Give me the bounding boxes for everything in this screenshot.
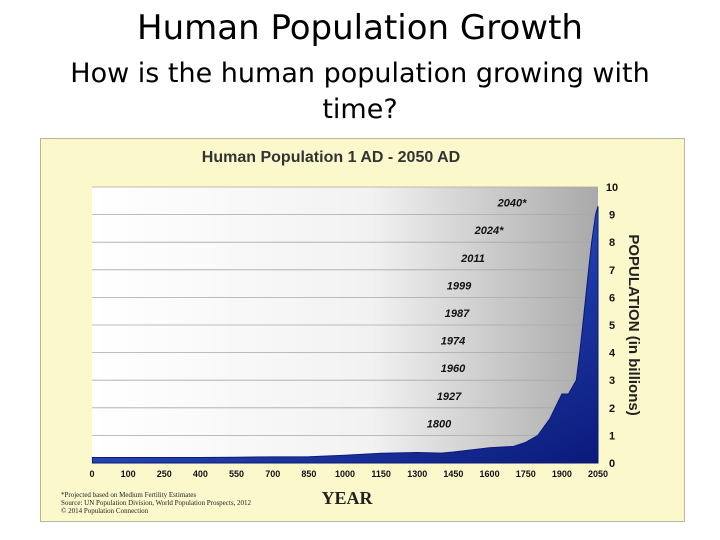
milestone-label: 2040* (497, 198, 527, 210)
milestone-label: 1999 (447, 280, 472, 292)
x-tick-label: 850 (301, 469, 316, 479)
annotations: 1800 1927 1960 1974 1987 1999 2011 2024* 2040* (427, 198, 527, 431)
milestone-label: 1987 (445, 308, 470, 320)
population-chart: Human Population 1 AD - 2050 AD 18001927… (61, 149, 642, 515)
milestone-label: 1960 (441, 363, 466, 375)
source-note: *Projected based on Medium Fertility Est… (61, 491, 196, 499)
x-tick-label: 2050 (588, 469, 608, 479)
x-axis-label: YEAR (321, 488, 373, 508)
x-tick-label: 550 (229, 469, 244, 479)
source-note: © 2014 Population Connection (61, 507, 149, 515)
milestone-label: 2024* (474, 225, 504, 237)
x-axis-ticks: 0 100 250 400 550 700 850 1000 1150 1300 1450 1600 1… (89, 469, 608, 479)
milestone-label: 2011 (460, 253, 485, 265)
x-tick-label: 1150 (371, 469, 391, 479)
chart-frame: Human Population 1 AD - 2050 AD 1800 1927… (40, 138, 685, 522)
x-tick-label: 400 (193, 469, 208, 479)
y-tick-label: 4 (609, 348, 616, 360)
chart-title: Human Population 1 AD - 2050 AD (202, 149, 460, 166)
y-tick-label: 0 (609, 458, 615, 470)
y-tick-label: 5 (609, 320, 615, 332)
x-tick-label: 1300 (407, 469, 427, 479)
milestone-label: 1927 (437, 391, 462, 403)
x-tick-label: 250 (157, 469, 172, 479)
slide-title: Human Population Growth (137, 8, 583, 48)
source-note: Source: UN Population Division, World Po… (61, 499, 252, 507)
y-tick-label: 10 (606, 182, 618, 194)
y-tick-label: 8 (609, 237, 615, 249)
y-tick-label: 7 (609, 265, 615, 277)
y-tick-label: 6 (609, 292, 615, 304)
y-tick-label: 3 (609, 375, 615, 387)
y-tick-label: 9 (609, 210, 615, 222)
slide-question: How is the human population growing with… (70, 58, 650, 125)
x-tick-label: 700 (265, 469, 280, 479)
x-tick-label: 1450 (443, 469, 463, 479)
x-tick-label: 1750 (516, 469, 536, 479)
x-tick-label: 1000 (335, 469, 355, 479)
milestone-label: 1800 (427, 418, 452, 430)
x-tick-label: 1600 (480, 469, 500, 479)
y-tick-label: 2 (609, 403, 615, 415)
y-axis-ticks: 0 1 2 3 4 5 6 7 8 9 10 (606, 182, 618, 470)
x-tick-label: 0 (89, 469, 94, 479)
x-tick-label: 1900 (552, 469, 572, 479)
milestone-label: 1974 (441, 336, 465, 348)
x-tick-label: 100 (121, 469, 136, 479)
y-axis-label: POPULATION (in billions) (625, 234, 642, 415)
source-notes: *Projected based on Medium Fertility Est… (61, 491, 252, 515)
population-area (91, 206, 599, 464)
y-tick-label: 1 (609, 430, 615, 442)
